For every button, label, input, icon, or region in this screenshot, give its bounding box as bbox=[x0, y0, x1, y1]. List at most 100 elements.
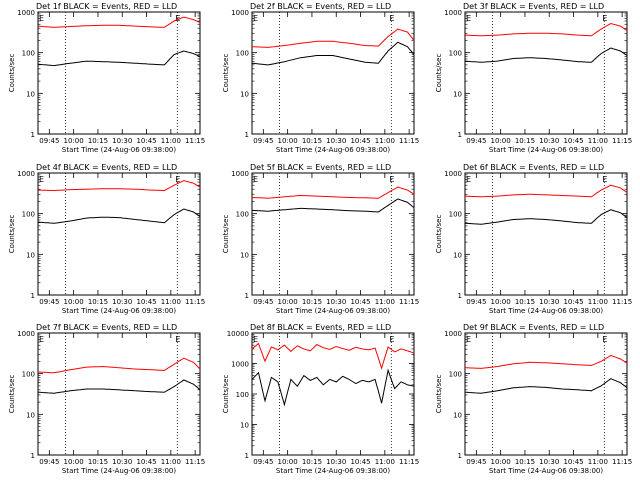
event-marker-label: E bbox=[602, 14, 607, 23]
series-line-events bbox=[464, 378, 628, 394]
panel-title: Det 9f BLACK = Events, RED = LLD bbox=[463, 323, 604, 332]
event-marker-label: E bbox=[39, 175, 44, 184]
panel-title: Det 2f BLACK = Events, RED = LLD bbox=[250, 2, 391, 11]
x-tick-label: 10:00 bbox=[491, 137, 511, 145]
y-tick-label: 100 bbox=[236, 50, 249, 58]
y-axis-label: Counts/sec bbox=[435, 375, 443, 414]
x-tick-label: 10:00 bbox=[491, 458, 511, 466]
y-tick-label: 1000 bbox=[231, 170, 249, 178]
plot-frame bbox=[464, 11, 628, 135]
x-tick-label: 10:45 bbox=[350, 298, 370, 306]
x-tick-label: 10:45 bbox=[136, 458, 156, 466]
x-axis-label: Start Time (24-Aug-06 09:38:00) bbox=[62, 467, 176, 475]
y-tick-label: 100 bbox=[449, 211, 462, 219]
x-tick-label: 09:45 bbox=[466, 298, 486, 306]
y-tick-label: 1 bbox=[31, 131, 35, 139]
x-tick-label: 11:15 bbox=[399, 458, 419, 466]
panel-title: Det 8f BLACK = Events, RED = LLD bbox=[250, 323, 391, 332]
y-tick-label: 10 bbox=[453, 251, 462, 259]
y-axis-label: Counts/sec bbox=[8, 54, 16, 93]
y-tick-label: 100 bbox=[236, 391, 249, 399]
panel-title: Det 1f BLACK = Events, RED = LLD bbox=[36, 2, 177, 11]
event-marker-label: E bbox=[253, 335, 258, 344]
series-line-events bbox=[251, 41, 415, 66]
event-marker-label: E bbox=[39, 335, 44, 344]
y-axis-label: Counts/sec bbox=[435, 54, 443, 93]
x-tick-label: 11:00 bbox=[161, 298, 181, 306]
plot-frame bbox=[251, 11, 415, 135]
series-line-events bbox=[251, 368, 415, 407]
x-tick-label: 10:00 bbox=[278, 137, 298, 145]
y-tick-label: 1000 bbox=[17, 330, 35, 338]
y-tick-label: 10 bbox=[453, 411, 462, 419]
x-tick-label: 09:45 bbox=[466, 458, 486, 466]
y-tick-label: 1000 bbox=[231, 9, 249, 17]
panel-title: Det 4f BLACK = Events, RED = LLD bbox=[36, 163, 177, 172]
x-tick-label: 10:15 bbox=[88, 298, 108, 306]
x-tick-label: 10:30 bbox=[326, 137, 346, 145]
y-axis-label: Counts/sec bbox=[222, 375, 230, 414]
x-axis-label: Start Time (24-Aug-06 09:38:00) bbox=[62, 307, 176, 315]
x-tick-label: 11:15 bbox=[185, 298, 205, 306]
y-tick-label: 1 bbox=[245, 292, 249, 300]
x-tick-label: 10:15 bbox=[88, 137, 108, 145]
x-tick-label: 10:45 bbox=[350, 458, 370, 466]
y-tick-label: 10 bbox=[240, 90, 249, 98]
x-tick-label: 11:00 bbox=[588, 458, 608, 466]
y-tick-label: 1000 bbox=[444, 9, 462, 17]
x-tick-label: 10:30 bbox=[112, 298, 132, 306]
panel-title: Det 7f BLACK = Events, RED = LLD bbox=[36, 323, 177, 332]
series-line-lld bbox=[251, 342, 415, 370]
x-axis-label: Start Time (24-Aug-06 09:38:00) bbox=[276, 146, 390, 154]
y-axis-label: Counts/sec bbox=[435, 215, 443, 254]
x-tick-label: 10:15 bbox=[515, 298, 535, 306]
y-tick-label: 100 bbox=[449, 371, 462, 379]
y-tick-label: 1 bbox=[458, 452, 462, 460]
y-tick-label: 1 bbox=[245, 131, 249, 139]
x-tick-label: 10:45 bbox=[350, 137, 370, 145]
series-line-events bbox=[37, 50, 201, 67]
y-tick-label: 10 bbox=[240, 422, 249, 430]
y-tick-label: 1000 bbox=[17, 170, 35, 178]
x-tick-label: 10:30 bbox=[112, 458, 132, 466]
y-tick-label: 1 bbox=[31, 292, 35, 300]
x-tick-label: 11:15 bbox=[185, 137, 205, 145]
y-tick-label: 100 bbox=[449, 50, 462, 58]
y-tick-label: 100 bbox=[22, 371, 35, 379]
event-marker-label: E bbox=[175, 14, 180, 23]
y-tick-label: 1000 bbox=[444, 170, 462, 178]
x-tick-label: 10:00 bbox=[491, 298, 511, 306]
x-tick-label: 09:45 bbox=[253, 458, 273, 466]
x-axis-label: Start Time (24-Aug-06 09:38:00) bbox=[276, 307, 390, 315]
event-marker-label: E bbox=[389, 335, 394, 344]
series-line-lld bbox=[38, 180, 201, 192]
series-line-lld bbox=[37, 357, 201, 374]
series-line-lld bbox=[464, 22, 628, 37]
plot-frame bbox=[37, 172, 201, 296]
x-tick-label: 10:45 bbox=[136, 298, 156, 306]
x-tick-label: 10:15 bbox=[515, 458, 535, 466]
x-tick-label: 11:15 bbox=[612, 137, 632, 145]
event-marker-label: E bbox=[175, 335, 180, 344]
plot-frame bbox=[251, 332, 415, 456]
event-marker-label: E bbox=[466, 14, 471, 23]
x-axis-label: Start Time (24-Aug-06 09:38:00) bbox=[276, 467, 390, 475]
x-axis-label: Start Time (24-Aug-06 09:38:00) bbox=[489, 467, 603, 475]
series-line-events bbox=[464, 209, 628, 225]
panel-title: Det 3f BLACK = Events, RED = LLD bbox=[463, 2, 604, 11]
y-tick-label: 100 bbox=[22, 211, 35, 219]
y-tick-label: 1 bbox=[458, 292, 462, 300]
x-tick-label: 10:15 bbox=[515, 137, 535, 145]
x-tick-label: 10:30 bbox=[326, 298, 346, 306]
x-tick-label: 11:00 bbox=[588, 298, 608, 306]
x-axis-label: Start Time (24-Aug-06 09:38:00) bbox=[489, 307, 603, 315]
x-tick-label: 10:45 bbox=[563, 298, 583, 306]
x-tick-label: 10:30 bbox=[539, 298, 559, 306]
x-tick-label: 11:00 bbox=[588, 137, 608, 145]
x-axis-label: Start Time (24-Aug-06 09:38:00) bbox=[489, 146, 603, 154]
series-line-events bbox=[37, 208, 201, 224]
y-tick-label: 10000 bbox=[227, 330, 249, 338]
x-tick-label: 11:15 bbox=[185, 458, 205, 466]
x-tick-label: 10:30 bbox=[539, 137, 559, 145]
event-marker-label: E bbox=[389, 14, 394, 23]
